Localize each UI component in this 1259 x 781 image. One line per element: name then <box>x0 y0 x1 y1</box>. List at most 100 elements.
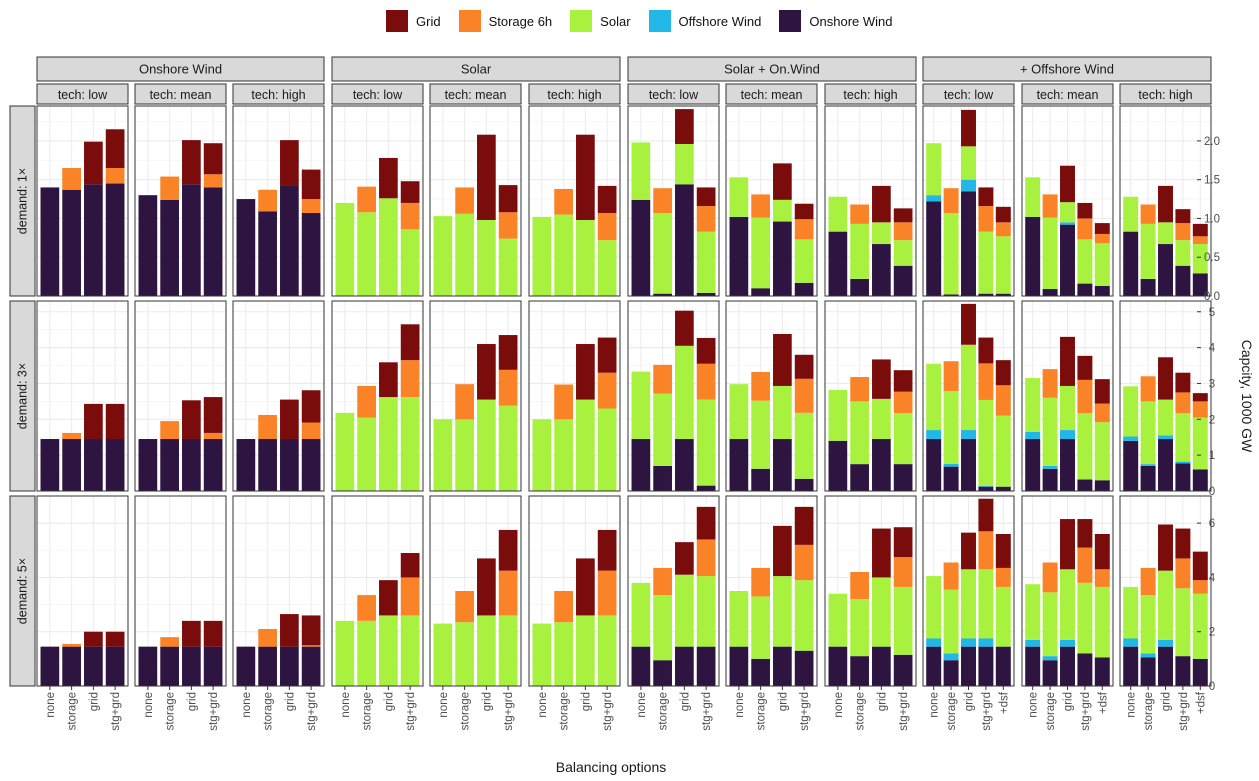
tech-strip-label: tech: high <box>547 88 601 102</box>
bar-segment-onshore-wind <box>1175 656 1191 686</box>
bar-segment-onshore-wind <box>961 439 976 491</box>
bar-segment-grid <box>477 344 496 400</box>
x-axis-tick-label: storage <box>855 692 867 730</box>
bar-segment-onshore-wind <box>926 201 942 296</box>
x-axis-tick-label: none <box>45 692 57 718</box>
bar-segment-solar <box>872 398 891 440</box>
y-axis-tick-label: 5 <box>1209 307 1215 319</box>
bar-segment-storage-6h <box>62 643 81 647</box>
bar-segment-onshore-wind <box>1025 439 1041 491</box>
panel-border <box>1119 300 1212 492</box>
bar-segment-onshore-wind <box>1140 278 1156 296</box>
bar-segment-storage-6h <box>1077 218 1093 240</box>
bar-segment-grid <box>978 337 994 364</box>
bar-segment-storage-6h <box>995 222 1011 237</box>
bar-segment-solar <box>794 580 814 651</box>
bar-segment-storage-6h <box>1175 392 1191 414</box>
x-axis-tick-label: none <box>1126 692 1138 718</box>
panel-border <box>134 105 227 297</box>
bar-segment-storage-6h <box>1077 379 1093 414</box>
panel-border <box>429 300 522 492</box>
bar-segment-onshore-wind <box>1140 657 1156 686</box>
bar-segment-offshore-wind <box>926 638 942 647</box>
bar-segment-solar <box>978 569 994 639</box>
y-axis-tick-label: 0.5 <box>1204 252 1220 264</box>
x-axis-tick-label: stg+grd <box>306 692 318 731</box>
bar-segment-onshore-wind <box>258 646 277 686</box>
bar-segment-offshore-wind <box>1060 639 1075 647</box>
x-axis-tick-label: grid <box>1063 692 1075 711</box>
bar-segment-storage-6h <box>203 174 223 188</box>
group-strip-label: Solar <box>461 62 492 77</box>
bar-segment-onshore-wind <box>1094 657 1110 686</box>
bar-segment-storage-6h <box>943 188 959 214</box>
bar-segment-onshore-wind <box>943 294 959 296</box>
bar-segment-onshore-wind <box>105 439 125 491</box>
bar-segment-storage-6h <box>751 371 770 401</box>
bar-segment-storage-6h <box>301 422 321 440</box>
y-axis-tick-label: 2.0 <box>1204 136 1220 148</box>
bar-segment-onshore-wind <box>301 646 321 686</box>
bar-segment-onshore-wind <box>1192 273 1208 296</box>
panel-border <box>528 495 621 687</box>
panel-border <box>134 495 227 687</box>
bar-segment-grid <box>1192 223 1208 237</box>
bar-segment-storage-6h <box>978 363 994 400</box>
bar-segment-grid <box>105 631 125 647</box>
bar-segment-grid <box>1175 372 1191 393</box>
bar-segment-solar <box>631 142 651 200</box>
legend-item-solar: Solar <box>570 10 631 32</box>
bar-segment-onshore-wind <box>850 278 869 296</box>
bar-segment-solar <box>872 577 891 647</box>
bar-segment-solar <box>675 345 694 440</box>
tech-strip-0 <box>36 83 129 105</box>
bar-segment-onshore-wind <box>1042 660 1058 686</box>
bar-segment-grid <box>1175 209 1191 224</box>
bar-segment-onshore-wind <box>62 646 81 686</box>
y-axis-tick-label: 0 <box>1209 681 1215 693</box>
bar-segment-storage-6h <box>400 577 420 616</box>
bar-segment-onshore-wind <box>773 221 792 296</box>
legend-item-grid: Grid <box>386 10 441 32</box>
bar-segment-offshore-wind <box>1060 430 1075 440</box>
bar-segment-solar <box>893 586 913 655</box>
bar-segment-solar <box>379 397 398 491</box>
bar-segment-grid <box>1192 393 1208 402</box>
bar-segment-storage-6h <box>597 213 617 241</box>
x-axis-tick-label: storage <box>658 692 670 730</box>
bar-segment-grid <box>675 109 694 144</box>
bar-segment-storage-6h <box>1140 376 1156 402</box>
bar-segment-grid <box>696 506 716 540</box>
tech-strip-10 <box>1021 83 1114 105</box>
bar-segment-offshore-wind <box>1140 653 1156 658</box>
bar-segment-storage-6h <box>160 637 179 647</box>
bar-segment-solar <box>1123 586 1139 639</box>
bar-segment-storage-6h <box>943 562 959 590</box>
bar-segment-solar <box>926 143 942 196</box>
bar-segment-grid <box>773 163 792 200</box>
x-axis-tick-label: stg+grd <box>981 692 993 731</box>
bar-segment-solar <box>379 615 398 686</box>
bar-segment-grid <box>995 360 1011 386</box>
bar-segment-storage-6h <box>498 570 518 616</box>
bar-segment-solar <box>926 363 942 431</box>
bar-segment-storage-6h <box>893 391 913 414</box>
bar-segment-solar <box>773 576 792 647</box>
bar-segment-solar <box>943 213 959 295</box>
bar-segment-onshore-wind <box>280 646 299 686</box>
bar-segment-solar <box>773 199 792 222</box>
bar-segment-solar <box>400 615 420 686</box>
bar-segment-onshore-wind <box>62 189 81 296</box>
panel-border <box>922 105 1015 297</box>
bar-segment-solar <box>751 400 770 469</box>
bar-segment-storage-6h <box>498 212 518 239</box>
bar-segment-solar <box>729 591 749 647</box>
bar-segment-grid <box>576 558 595 616</box>
x-axis-tick-label: storage <box>263 692 275 730</box>
bar-segment-solar <box>554 419 573 491</box>
bar-segment-onshore-wind <box>872 439 891 491</box>
y-axis-tick-label: 0.0 <box>1204 291 1220 303</box>
bar-segment-onshore-wind <box>696 646 716 686</box>
bar-segment-onshore-wind <box>280 439 299 491</box>
